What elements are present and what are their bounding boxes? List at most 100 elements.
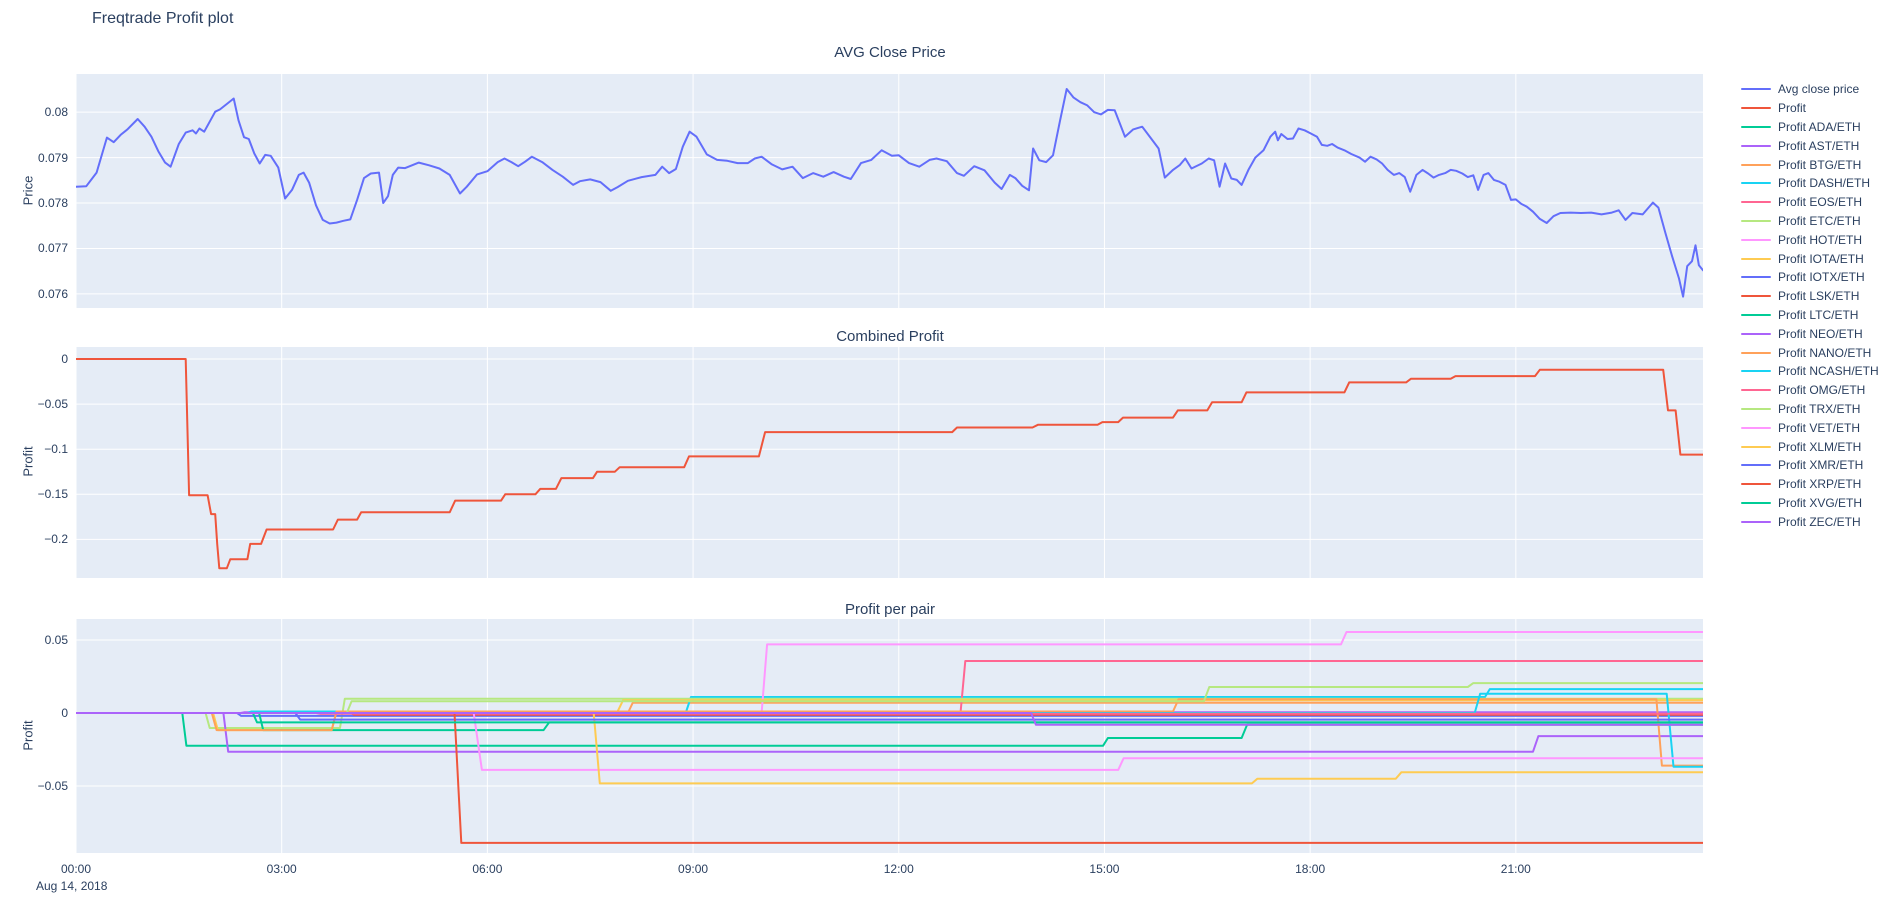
legend-line-sample <box>1741 464 1771 467</box>
legend-label: Profit ETC/ETH <box>1778 213 1861 228</box>
legend-line-sample <box>1741 163 1771 166</box>
legend-line-sample <box>1741 276 1771 279</box>
x-tick-label: 00:00 <box>60 862 92 876</box>
legend-line-sample <box>1741 88 1771 91</box>
x-tick-label: 21:00 <box>1500 862 1531 876</box>
series-avg-close-price <box>76 88 1703 298</box>
y-tick-label: 0 <box>61 706 68 720</box>
plot-area <box>76 619 1703 853</box>
y-tick-label: −0.05 <box>37 397 68 412</box>
legend-item-profit-dash-eth[interactable]: Profit DASH/ETH <box>1741 174 1879 193</box>
legend-item-profit-nano-eth[interactable]: Profit NANO/ETH <box>1741 343 1879 362</box>
series-profit-nano-eth <box>76 698 1703 767</box>
x-tick-label: 12:00 <box>883 862 914 876</box>
y-tick-label: −0.05 <box>37 778 68 793</box>
y-tick-label: 0.05 <box>44 633 68 648</box>
legend-item-profit-eos-eth[interactable]: Profit EOS/ETH <box>1741 193 1879 212</box>
legend-item-profit-iotx-eth[interactable]: Profit IOTX/ETH <box>1741 268 1879 287</box>
legend-label: Profit ADA/ETH <box>1778 119 1861 134</box>
legend-item-profit-xlm-eth[interactable]: Profit XLM/ETH <box>1741 437 1879 456</box>
legend-item-profit-iota-eth[interactable]: Profit IOTA/ETH <box>1741 249 1879 268</box>
subplot-2 <box>75 347 1703 578</box>
legend-item-profit-lsk-eth[interactable]: Profit LSK/ETH <box>1741 287 1879 306</box>
legend-label: Profit XLM/ETH <box>1778 439 1862 454</box>
subplot-3 <box>75 619 1703 853</box>
legend-line-sample <box>1741 107 1771 110</box>
legend-label: Profit TRX/ETH <box>1778 401 1861 416</box>
x-tick-label: 09:00 <box>678 862 709 876</box>
subplot-title-avg-close-price: AVG Close Price <box>834 44 946 61</box>
x-tick-label: 06:00 <box>472 862 503 876</box>
subplot-1 <box>75 74 1703 308</box>
legend-line-sample <box>1741 445 1771 448</box>
legend-label: Profit OMG/ETH <box>1778 383 1866 398</box>
series-profit <box>76 358 1703 570</box>
legend-line-sample <box>1741 201 1771 204</box>
subplot-title-profit-per-pair: Profit per pair <box>844 601 936 618</box>
legend-item-profit-vet-eth[interactable]: Profit VET/ETH <box>1741 418 1879 437</box>
series-profit-trx-eth <box>76 682 1703 714</box>
y-axis-label-profit-2: Profit <box>20 446 36 477</box>
legend: Avg close price Profit Profit ADA/ETH Profi… <box>1741 80 1879 531</box>
legend-line-sample <box>1741 295 1771 298</box>
legend-label: Profit NEO/ETH <box>1778 326 1863 341</box>
series-profit-ada-eth <box>76 712 1703 747</box>
legend-line-sample <box>1741 501 1771 504</box>
legend-line-sample <box>1741 182 1771 185</box>
y-tick-label: 0.077 <box>37 241 68 256</box>
legend-item-profit-ncash-eth[interactable]: Profit NCASH/ETH <box>1741 362 1879 381</box>
legend-label: Profit IOTX/ETH <box>1778 270 1865 285</box>
legend-line-sample <box>1741 483 1771 486</box>
plot-area <box>76 347 1703 578</box>
legend-item-profit-zec-eth[interactable]: Profit ZEC/ETH <box>1741 512 1879 531</box>
legend-line-sample <box>1741 238 1771 241</box>
x-tick-label: 15:00 <box>1089 862 1120 876</box>
legend-item-profit[interactable]: Profit <box>1741 99 1879 118</box>
legend-line-sample <box>1741 332 1771 335</box>
legend-label: Profit NCASH/ETH <box>1778 364 1879 379</box>
series-profit-zec-eth <box>76 712 1703 726</box>
legend-item-profit-ltc-eth[interactable]: Profit LTC/ETH <box>1741 306 1879 325</box>
legend-line-sample <box>1741 426 1771 429</box>
legend-label: Profit XMR/ETH <box>1778 458 1864 473</box>
legend-item-profit-xrp-eth[interactable]: Profit XRP/ETH <box>1741 475 1879 494</box>
legend-label: Profit EOS/ETH <box>1778 195 1863 210</box>
legend-label: Profit LTC/ETH <box>1778 307 1859 322</box>
legend-item-profit-ast-eth[interactable]: Profit AST/ETH <box>1741 136 1879 155</box>
legend-item-profit-hot-eth[interactable]: Profit HOT/ETH <box>1741 230 1879 249</box>
legend-item-profit-ada-eth[interactable]: Profit ADA/ETH <box>1741 118 1879 137</box>
y-tick-label: −0.15 <box>37 487 68 502</box>
legend-line-sample <box>1741 351 1771 354</box>
legend-item-avg-close-price[interactable]: Avg close price <box>1741 80 1879 99</box>
legend-item-profit-xmr-eth[interactable]: Profit XMR/ETH <box>1741 456 1879 475</box>
legend-line-sample <box>1741 219 1771 222</box>
plot-area <box>76 74 1703 308</box>
x-tick-label: 18:00 <box>1295 862 1326 876</box>
y-tick-label: 0.076 <box>37 286 68 301</box>
legend-line-sample <box>1741 389 1771 392</box>
legend-item-profit-btg-eth[interactable]: Profit BTG/ETH <box>1741 155 1879 174</box>
legend-label: Profit IOTA/ETH <box>1778 251 1864 266</box>
legend-line-sample <box>1741 520 1771 523</box>
legend-label: Profit HOT/ETH <box>1778 232 1863 247</box>
y-tick-label: −0.1 <box>44 442 68 457</box>
legend-item-profit-omg-eth[interactable]: Profit OMG/ETH <box>1741 381 1879 400</box>
legend-label: Avg close price <box>1778 82 1860 97</box>
y-tick-label: 0.08 <box>44 105 68 120</box>
legend-label: Profit XRP/ETH <box>1778 477 1862 492</box>
legend-label: Profit DASH/ETH <box>1778 176 1871 191</box>
legend-item-profit-xvg-eth[interactable]: Profit XVG/ETH <box>1741 494 1879 513</box>
legend-item-profit-etc-eth[interactable]: Profit ETC/ETH <box>1741 212 1879 231</box>
y-axis-label-price: Price <box>20 175 36 206</box>
legend-item-profit-trx-eth[interactable]: Profit TRX/ETH <box>1741 400 1879 419</box>
y-tick-label: 0.079 <box>37 150 68 165</box>
legend-label: Profit XVG/ETH <box>1778 495 1863 510</box>
subplot-title-combined-profit: Combined Profit <box>836 328 944 345</box>
legend-item-profit-neo-eth[interactable]: Profit NEO/ETH <box>1741 324 1879 343</box>
legend-line-sample <box>1741 313 1771 316</box>
page-title: Freqtrade Profit plot <box>92 10 234 27</box>
legend-line-sample <box>1741 144 1771 147</box>
x-axis-date-label: Aug 14, 2018 <box>36 879 108 893</box>
